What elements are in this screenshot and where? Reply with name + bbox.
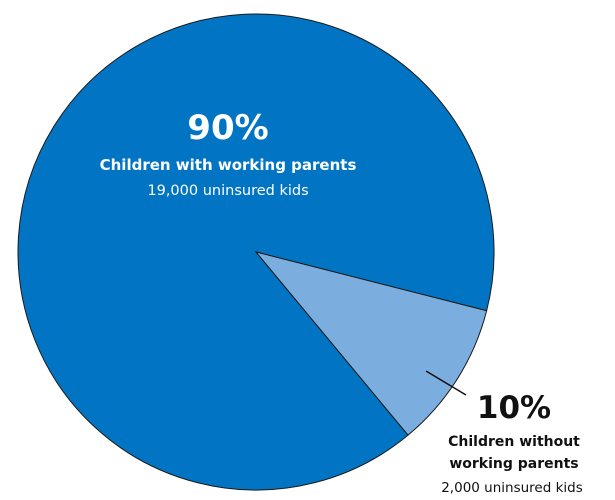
pie-slice-without-working-parents [254, 251, 488, 436]
slice-10-category-label-line-1: Children without [448, 434, 580, 450]
slice-10-category-label-line-2: working parents [449, 456, 578, 472]
slice-10-percent-label: 10% [477, 390, 551, 426]
pie-slices [17, 13, 495, 491]
slice-90-category-label: Children with working parents [100, 156, 357, 174]
slice-90-percent-label: 90% [187, 108, 268, 148]
slice-90-detail-label: 19,000 uninsured kids [147, 183, 308, 199]
slice-10-leader-line [425, 370, 467, 396]
slice-10-detail-label: 2,000 uninsured kids [441, 480, 583, 496]
